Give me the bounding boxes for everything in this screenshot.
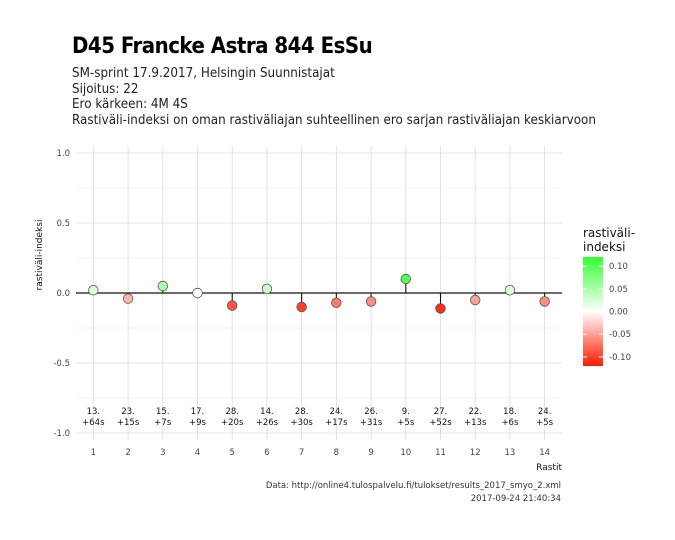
time-loss-label: +5s	[536, 418, 554, 428]
data-point	[261, 283, 273, 295]
rank-label: 17.	[191, 407, 205, 417]
x-tick-label: 8	[334, 448, 339, 458]
x-tick-label: 13	[505, 448, 516, 458]
rank-label: 13.	[87, 407, 101, 417]
data-source-caption: Data: http://online4.tulospalvelu.fi/tul…	[265, 481, 561, 491]
x-tick-label: 9	[368, 448, 373, 458]
legend: rastiväli-indeksi 0.10 0.05 0.00 -0.05 -0.10	[583, 226, 635, 366]
y-axis-title: rastiväli-indeksi	[35, 220, 45, 291]
x-tick-label: 14	[539, 448, 550, 458]
data-point	[435, 303, 446, 314]
x-tick-label: 5	[230, 448, 235, 458]
legend-colorbar	[583, 257, 603, 366]
time-loss-label: +5s	[397, 418, 415, 428]
axes: -1.0-0.50.00.51.01 2 3 4 5 6 7 8 9 10 11 12 13 14rast…	[35, 149, 562, 473]
y-tick-label: -0.5	[53, 359, 70, 369]
time-loss-label: +30s	[290, 418, 313, 428]
data-point	[539, 296, 550, 307]
rank-label: 28.	[295, 407, 309, 417]
y-tick-label: 0.0	[56, 289, 70, 299]
time-loss-label: +7s	[154, 418, 172, 428]
rank-label: 9.	[402, 407, 410, 417]
data-points	[76, 273, 562, 314]
data-point	[365, 296, 377, 307]
time-loss-label: +9s	[189, 418, 207, 428]
rank-label: 14.	[260, 407, 274, 417]
timestamp-caption: 2017-09-24 21:40:34	[470, 494, 561, 504]
data-point	[122, 293, 134, 304]
y-tick-label: -1.0	[53, 429, 70, 439]
time-loss-label: +13s	[464, 418, 487, 428]
x-tick-label: 1	[91, 448, 96, 458]
time-loss-label: +17s	[325, 418, 348, 428]
legend-tick-label: 0.10	[609, 262, 628, 272]
x-tick-label: 10	[400, 448, 411, 458]
rank-label: 28.	[225, 407, 239, 417]
subtitle-line-4: Rastiväli-indeksi on oman rastiväliajan …	[72, 113, 596, 128]
subtitle-line-2: Sijoitus: 22	[72, 82, 139, 97]
data-point	[470, 294, 481, 306]
legend-tick-label: -0.10	[609, 353, 631, 363]
data-point	[192, 287, 203, 299]
x-axis-title: Rastit	[536, 463, 562, 473]
x-tick-label: 2	[125, 448, 130, 458]
data-point	[88, 285, 99, 296]
time-loss-label: +6s	[501, 418, 519, 428]
time-loss-label: +31s	[360, 418, 383, 428]
rank-label: 18.	[503, 407, 517, 417]
x-tick-label: 12	[470, 448, 481, 458]
rank-label: 27.	[434, 407, 448, 417]
rank-label: 24.	[538, 407, 552, 417]
x-tick-label: 4	[195, 448, 200, 458]
chart-title: D45 Francke Astra 844 EsSu	[72, 34, 373, 59]
legend-tick-label: 0.05	[609, 285, 628, 295]
legend-tick-label: -0.05	[609, 330, 631, 340]
data-point	[157, 280, 168, 292]
subtitle-line-3: Ero kärkeen: 4M 4S	[72, 97, 188, 112]
x-tick-label: 6	[264, 448, 269, 458]
data-point	[296, 301, 307, 313]
time-loss-label: +52s	[429, 418, 452, 428]
legend-title-line-2: indeksi	[583, 240, 625, 254]
grid	[76, 146, 562, 440]
x-tick-label: 7	[299, 448, 304, 458]
y-tick-label: 1.0	[56, 149, 70, 159]
data-point	[227, 300, 238, 311]
time-loss-label: +20s	[221, 418, 244, 428]
rank-label: 24.	[330, 407, 344, 417]
time-loss-label: +15s	[117, 418, 140, 428]
time-loss-label: +26s	[256, 418, 279, 428]
time-loss-label: +64s	[82, 418, 105, 428]
x-tick-label: 3	[160, 448, 165, 458]
data-point	[400, 273, 411, 285]
data-point	[504, 285, 516, 296]
rank-label: 15.	[156, 407, 170, 417]
x-tick-label: 11	[435, 448, 446, 458]
y-tick-label: 0.5	[56, 219, 70, 229]
rank-label: 26.	[364, 407, 378, 417]
legend-tick-label: 0.00	[609, 308, 628, 318]
subtitle-line-1: SM-sprint 17.9.2017, Helsingin Suunnista…	[72, 66, 335, 81]
data-point	[331, 297, 342, 309]
legend-title-line-1: rastiväli-	[583, 226, 635, 240]
point-labels: 13.+64s23.+15s15.+7s17.+9s28.+20s14.+26s…	[82, 407, 554, 428]
rank-label: 22.	[468, 407, 482, 417]
rank-label: 23.	[121, 407, 135, 417]
